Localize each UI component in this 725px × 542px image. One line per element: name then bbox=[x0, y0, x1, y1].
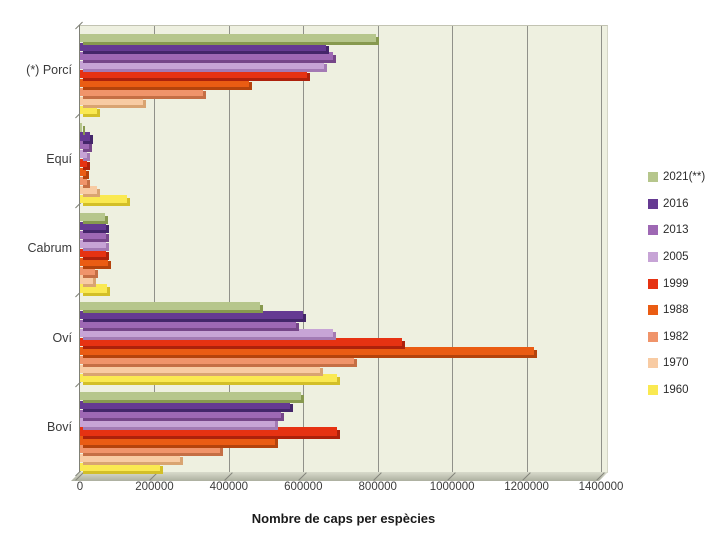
legend-label-2021: 2021(**) bbox=[663, 171, 706, 184]
y-axis-line bbox=[79, 25, 80, 472]
legend-item-2016: 2016 bbox=[648, 191, 705, 218]
bar-bov-1999 bbox=[80, 427, 337, 436]
bar-ov-1970 bbox=[80, 364, 321, 374]
legend-swatch-2013 bbox=[648, 225, 658, 236]
bar-equ-2013 bbox=[80, 141, 90, 150]
bar-cabrum-2005 bbox=[80, 239, 107, 248]
bar-cabrum-1988 bbox=[80, 257, 109, 266]
gridline-400000 bbox=[228, 26, 230, 473]
legend-item-2013: 2013 bbox=[648, 217, 705, 244]
x-tick-1200000: 1200000 bbox=[504, 481, 549, 493]
bar-ov-2005 bbox=[80, 329, 334, 338]
bar-ov-1988 bbox=[80, 346, 535, 356]
legend-swatch-1982 bbox=[648, 331, 658, 342]
x-tick-800000: 800000 bbox=[358, 481, 397, 493]
x-tick-1000000: 1000000 bbox=[429, 481, 475, 493]
legend-label-2013: 2013 bbox=[663, 224, 689, 237]
category-label-equ: Equí bbox=[46, 152, 72, 167]
gridline-200000 bbox=[154, 26, 156, 473]
bar-bov-2005 bbox=[80, 418, 276, 427]
bar-porc-2013 bbox=[80, 51, 334, 61]
bar-bov-2021 bbox=[80, 391, 302, 400]
x-axis-title: Nombre de caps per espècies bbox=[251, 511, 436, 526]
x-tick-400000: 400000 bbox=[209, 481, 249, 493]
gridline-1000000 bbox=[452, 26, 454, 473]
legend-item-1970: 1970 bbox=[648, 350, 705, 377]
bar-porc-2021 bbox=[80, 34, 376, 43]
category-label-bov: Boví bbox=[46, 420, 72, 435]
bar-porc-2016 bbox=[80, 42, 326, 52]
bar-porc-1982 bbox=[80, 87, 203, 96]
legend-swatch-1970 bbox=[648, 358, 658, 369]
bar-ov-2016 bbox=[80, 311, 304, 320]
bar-equ-1970 bbox=[80, 186, 97, 195]
bar-equ-1988 bbox=[80, 168, 86, 177]
legend-label-1960: 1960 bbox=[663, 384, 689, 397]
bar-equ-2016 bbox=[80, 132, 91, 141]
bar-bov-1960 bbox=[80, 463, 160, 472]
bar-porc-1999 bbox=[80, 69, 307, 78]
bar-bov-2016 bbox=[80, 400, 291, 409]
bar-ov-1999 bbox=[80, 338, 402, 347]
bar-cabrum-1999 bbox=[80, 248, 106, 257]
bar-ov-2013 bbox=[80, 320, 296, 329]
bar-porc-1960 bbox=[80, 105, 97, 114]
bar-equ-1960 bbox=[80, 195, 127, 204]
bar-ov-2021 bbox=[80, 302, 261, 311]
legend-label-1988: 1988 bbox=[663, 304, 689, 317]
legend-swatch-1999 bbox=[648, 278, 658, 289]
bar-bov-1970 bbox=[80, 454, 181, 463]
bar-bov-1988 bbox=[80, 436, 276, 445]
legend: 2021(**) 2016 2013 2005 1999 1988 1982 1970 1960 bbox=[648, 164, 705, 403]
x-tick-600000: 600000 bbox=[284, 481, 323, 493]
bar-porc-1970 bbox=[80, 96, 144, 105]
bar-equ-1982 bbox=[80, 177, 88, 186]
legend-item-1988: 1988 bbox=[648, 297, 705, 324]
bar-ov-1960 bbox=[80, 373, 337, 382]
legend-label-1999: 1999 bbox=[663, 277, 689, 290]
bar-equ-1999 bbox=[80, 159, 87, 168]
x-tick-1400000: 1400000 bbox=[578, 481, 624, 493]
gridline-1400000 bbox=[601, 26, 602, 473]
legend-swatch-2016 bbox=[648, 198, 658, 209]
bar-cabrum-2013 bbox=[80, 230, 106, 239]
category-label-ov: Oví bbox=[52, 330, 72, 345]
bar-bov-2013 bbox=[80, 409, 281, 418]
gridline-800000 bbox=[377, 26, 379, 473]
gridline-1200000 bbox=[526, 26, 528, 473]
legend-item-1999: 1999 bbox=[648, 270, 705, 297]
bar-cabrum-2021 bbox=[80, 212, 105, 221]
legend-item-2021: 2021(**) bbox=[648, 164, 705, 191]
gridline-600000 bbox=[303, 26, 305, 473]
legend-item-1982: 1982 bbox=[648, 324, 705, 351]
legend-swatch-2021 bbox=[648, 172, 658, 183]
category-label-cabrum: Cabrum bbox=[27, 241, 72, 256]
bar-porc-1988 bbox=[80, 78, 250, 87]
bar-cabrum-1970 bbox=[80, 275, 94, 284]
legend-item-1960: 1960 bbox=[648, 377, 705, 404]
legend-item-2005: 2005 bbox=[648, 244, 705, 271]
x-tick-200000: 200000 bbox=[135, 481, 174, 493]
legend-label-1970: 1970 bbox=[663, 357, 689, 370]
bar-bov-1982 bbox=[80, 445, 220, 454]
legend-label-2016: 2016 bbox=[663, 197, 689, 210]
bar-ov-1982 bbox=[80, 355, 354, 365]
legend-label-1982: 1982 bbox=[663, 330, 689, 343]
bar-porc-2005 bbox=[80, 60, 324, 70]
legend-swatch-1960 bbox=[648, 385, 658, 396]
legend-label-2005: 2005 bbox=[663, 251, 689, 264]
x-axis-floor-3d bbox=[71, 472, 608, 481]
legend-swatch-1988 bbox=[648, 305, 658, 316]
plot-area bbox=[80, 25, 608, 473]
bar-equ-2021 bbox=[80, 123, 83, 132]
x-tick-0: 0 bbox=[76, 481, 84, 493]
bar-equ-2005 bbox=[80, 150, 88, 159]
legend-swatch-2005 bbox=[648, 252, 658, 263]
bar-cabrum-1982 bbox=[80, 266, 95, 275]
category-label-porc: (*) Porcí bbox=[26, 62, 72, 77]
bar-cabrum-1960 bbox=[80, 284, 108, 293]
bar-cabrum-2016 bbox=[80, 221, 107, 230]
